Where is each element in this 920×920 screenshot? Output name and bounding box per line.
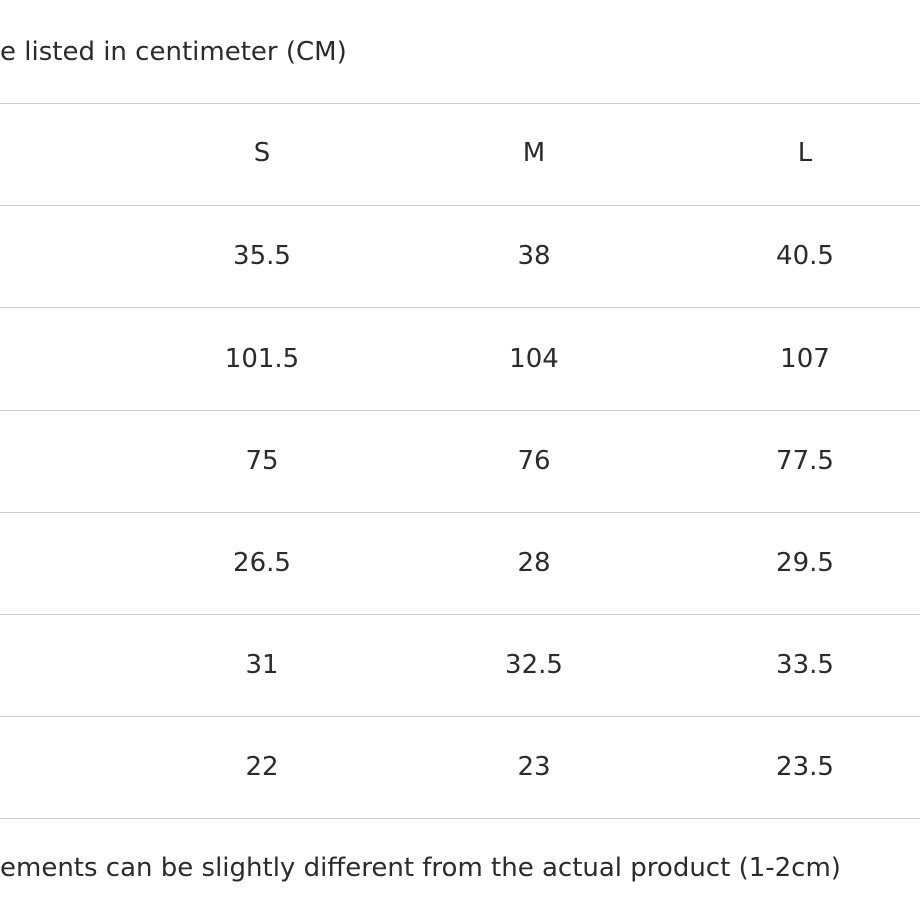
table-cell: 107: [780, 343, 830, 374]
row-divider: [0, 409, 920, 411]
row-divider: [0, 614, 920, 615]
table-cell: 35.5: [233, 241, 291, 272]
footer-note: ements can be slightly different from th…: [0, 853, 841, 883]
table-cell: 77.5: [776, 445, 834, 476]
row-divider: [0, 103, 920, 104]
column-header: M: [522, 138, 546, 169]
column-header: L: [797, 138, 813, 169]
table-cell: 29.5: [776, 547, 834, 578]
column-header: S: [253, 138, 271, 169]
table-cell: 101.5: [224, 343, 300, 374]
table-cell: 31: [245, 650, 279, 681]
table-cell: 40.5: [776, 241, 834, 272]
table-cell: 104: [509, 343, 559, 374]
table-cell: 38: [517, 241, 551, 272]
table-cell: 75: [245, 445, 279, 476]
table-cell: 23.5: [776, 752, 834, 783]
table-cell: 33.5: [776, 650, 834, 681]
table-cell: 28: [517, 547, 551, 578]
row-divider: [0, 511, 920, 513]
table-cell: 76: [517, 445, 551, 476]
table-cell: 22: [245, 752, 279, 783]
table-cell: 26.5: [233, 547, 291, 578]
row-divider: [0, 716, 920, 718]
header-note: e listed in centimeter (CM): [0, 37, 347, 67]
row-divider: [0, 307, 920, 309]
row-divider: [0, 205, 920, 207]
row-divider: [0, 818, 920, 820]
table-cell: 32.5: [505, 650, 563, 681]
table-cell: 23: [517, 752, 551, 783]
